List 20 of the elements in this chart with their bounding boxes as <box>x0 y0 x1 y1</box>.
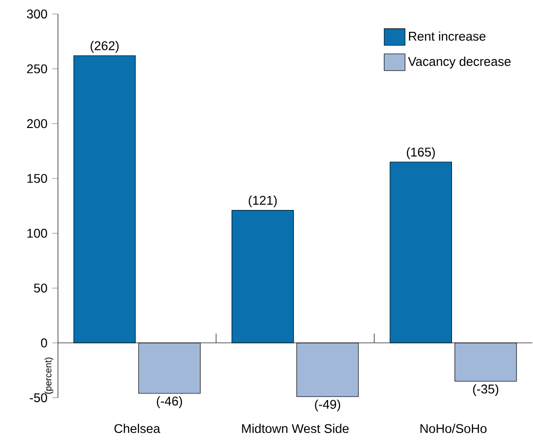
data-label: (-35) <box>473 384 498 396</box>
data-label: (165) <box>406 147 435 160</box>
y-tick-label: 0 <box>41 338 48 348</box>
data-label: (-46) <box>156 396 182 408</box>
data-label: (-49) <box>314 400 340 412</box>
y-tick-label: 200 <box>27 119 48 128</box>
y-tick-label: 300 <box>26 10 48 19</box>
y-tick-label: 250 <box>27 64 48 74</box>
legend-label: Vacancy decrease <box>408 56 511 69</box>
y-axis-title: (percent) <box>44 358 54 394</box>
y-tick-label: 150 <box>27 174 48 184</box>
legend-label: Rent increase <box>409 32 486 41</box>
y-tick-label: -50 <box>30 393 48 402</box>
x-tick-label: Chelsea <box>114 424 160 434</box>
y-tick-label: 50 <box>34 284 48 293</box>
x-tick-label: Midtown West Side <box>242 424 349 434</box>
data-label: (121) <box>248 196 277 208</box>
data-label: (262) <box>90 41 119 53</box>
x-tick-label: NoHo/SoHo <box>420 424 487 434</box>
y-tick-label: 100 <box>27 228 48 238</box>
